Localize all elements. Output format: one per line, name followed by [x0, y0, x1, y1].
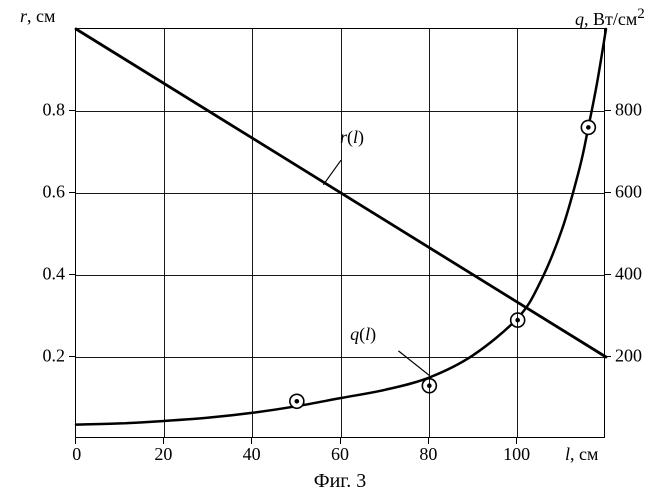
gridline-vertical	[341, 29, 342, 437]
gridline-vertical	[164, 29, 165, 437]
x-tick-label: 80	[419, 444, 437, 465]
y-right-tick-label: 600	[615, 182, 642, 203]
y-right-tick-label: 400	[615, 264, 642, 285]
y-left-tick-label: 0.4	[43, 264, 66, 285]
y-left-tick-label: 0.6	[43, 182, 66, 203]
gridline-horizontal	[76, 275, 604, 276]
y-left-axis-label: r, см	[20, 6, 55, 27]
r-series-label: r(l)	[340, 127, 364, 148]
y-left-tick	[69, 192, 75, 193]
y-left-tick-label: 0.2	[43, 346, 66, 367]
y-right-tick	[605, 110, 611, 111]
y-left-tick-label: 0.8	[43, 100, 66, 121]
y-right-tick	[605, 192, 611, 193]
y-left-tick	[69, 356, 75, 357]
data-marker-dot	[586, 125, 591, 130]
plot-area	[75, 28, 605, 438]
y-right-tick-label: 200	[615, 346, 642, 367]
gridline-vertical	[517, 29, 518, 437]
y-right-tick	[605, 356, 611, 357]
gridline-horizontal	[76, 193, 604, 194]
gridline-vertical	[252, 29, 253, 437]
data-marker-dot	[295, 399, 300, 404]
y-left-tick	[69, 110, 75, 111]
x-tick-label: 20	[154, 444, 172, 465]
figure: r, см q, Вт/см2 l, см r(l) q(l) Фиг. 3 0…	[0, 0, 656, 500]
y-left-tick	[69, 274, 75, 275]
y-right-tick	[605, 274, 611, 275]
gridline-horizontal	[76, 357, 604, 358]
leader-line	[398, 351, 429, 376]
x-tick-label: 60	[331, 444, 349, 465]
x-tick-label: 40	[243, 444, 261, 465]
x-tick-label: 0	[72, 444, 81, 465]
y-right-axis-label: q, Вт/см2	[575, 6, 645, 30]
y-right-tick-label: 800	[615, 100, 642, 121]
gridline-horizontal	[76, 111, 604, 112]
x-tick-label: 100	[503, 444, 530, 465]
gridline-vertical	[429, 29, 430, 437]
q-series-label: q(l)	[350, 324, 376, 345]
figure-caption: Фиг. 3	[314, 470, 366, 493]
leader-line	[323, 160, 341, 185]
x-axis-label: l, см	[565, 444, 598, 465]
